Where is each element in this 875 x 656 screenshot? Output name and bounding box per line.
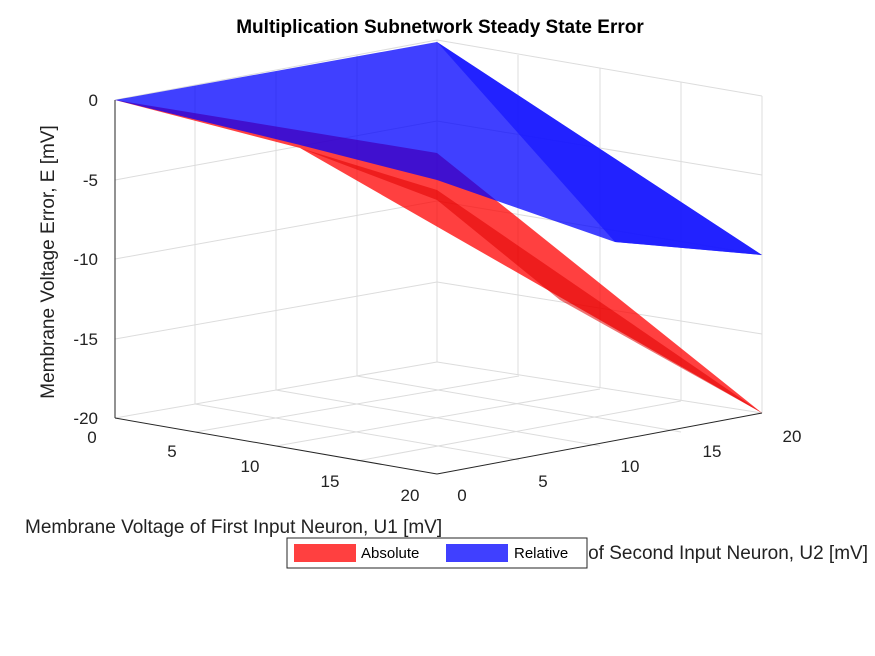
z-tick: 0 — [89, 91, 98, 110]
x-ticks: 0 5 10 15 20 — [87, 428, 419, 505]
x-tick: 15 — [321, 472, 340, 491]
y-tick: 10 — [621, 457, 640, 476]
chart-title: Multiplication Subnetwork Steady State E… — [236, 17, 644, 38]
y-tick: 0 — [457, 486, 466, 505]
legend: Absolute Relative — [286, 537, 588, 569]
x-tick: 0 — [87, 428, 96, 447]
relative-surface — [115, 42, 762, 255]
legend-label-absolute: Absolute — [361, 545, 419, 562]
y-tick: 20 — [783, 427, 802, 446]
z-tick: -20 — [73, 409, 98, 428]
x-tick: 5 — [167, 442, 176, 461]
legend-swatch-relative — [446, 544, 508, 562]
y-ticks: 0 5 10 15 20 — [457, 427, 801, 505]
y-tick: 5 — [538, 472, 547, 491]
z-tick: -5 — [83, 171, 98, 190]
z-tick: -10 — [73, 250, 98, 269]
legend-label-relative: Relative — [514, 545, 568, 562]
z-axis-label: Membrane Voltage Error, E [mV] — [38, 125, 59, 399]
y-tick: 15 — [703, 442, 722, 461]
legend-swatch-absolute — [294, 544, 356, 562]
z-tick: -15 — [73, 330, 98, 349]
x-tick: 10 — [241, 457, 260, 476]
x-tick: 20 — [401, 486, 420, 505]
z-ticks: 0 -5 -10 -15 -20 — [73, 91, 98, 428]
axes — [114, 100, 763, 475]
x-axis-label: Membrane Voltage of First Input Neuron, … — [25, 517, 442, 538]
